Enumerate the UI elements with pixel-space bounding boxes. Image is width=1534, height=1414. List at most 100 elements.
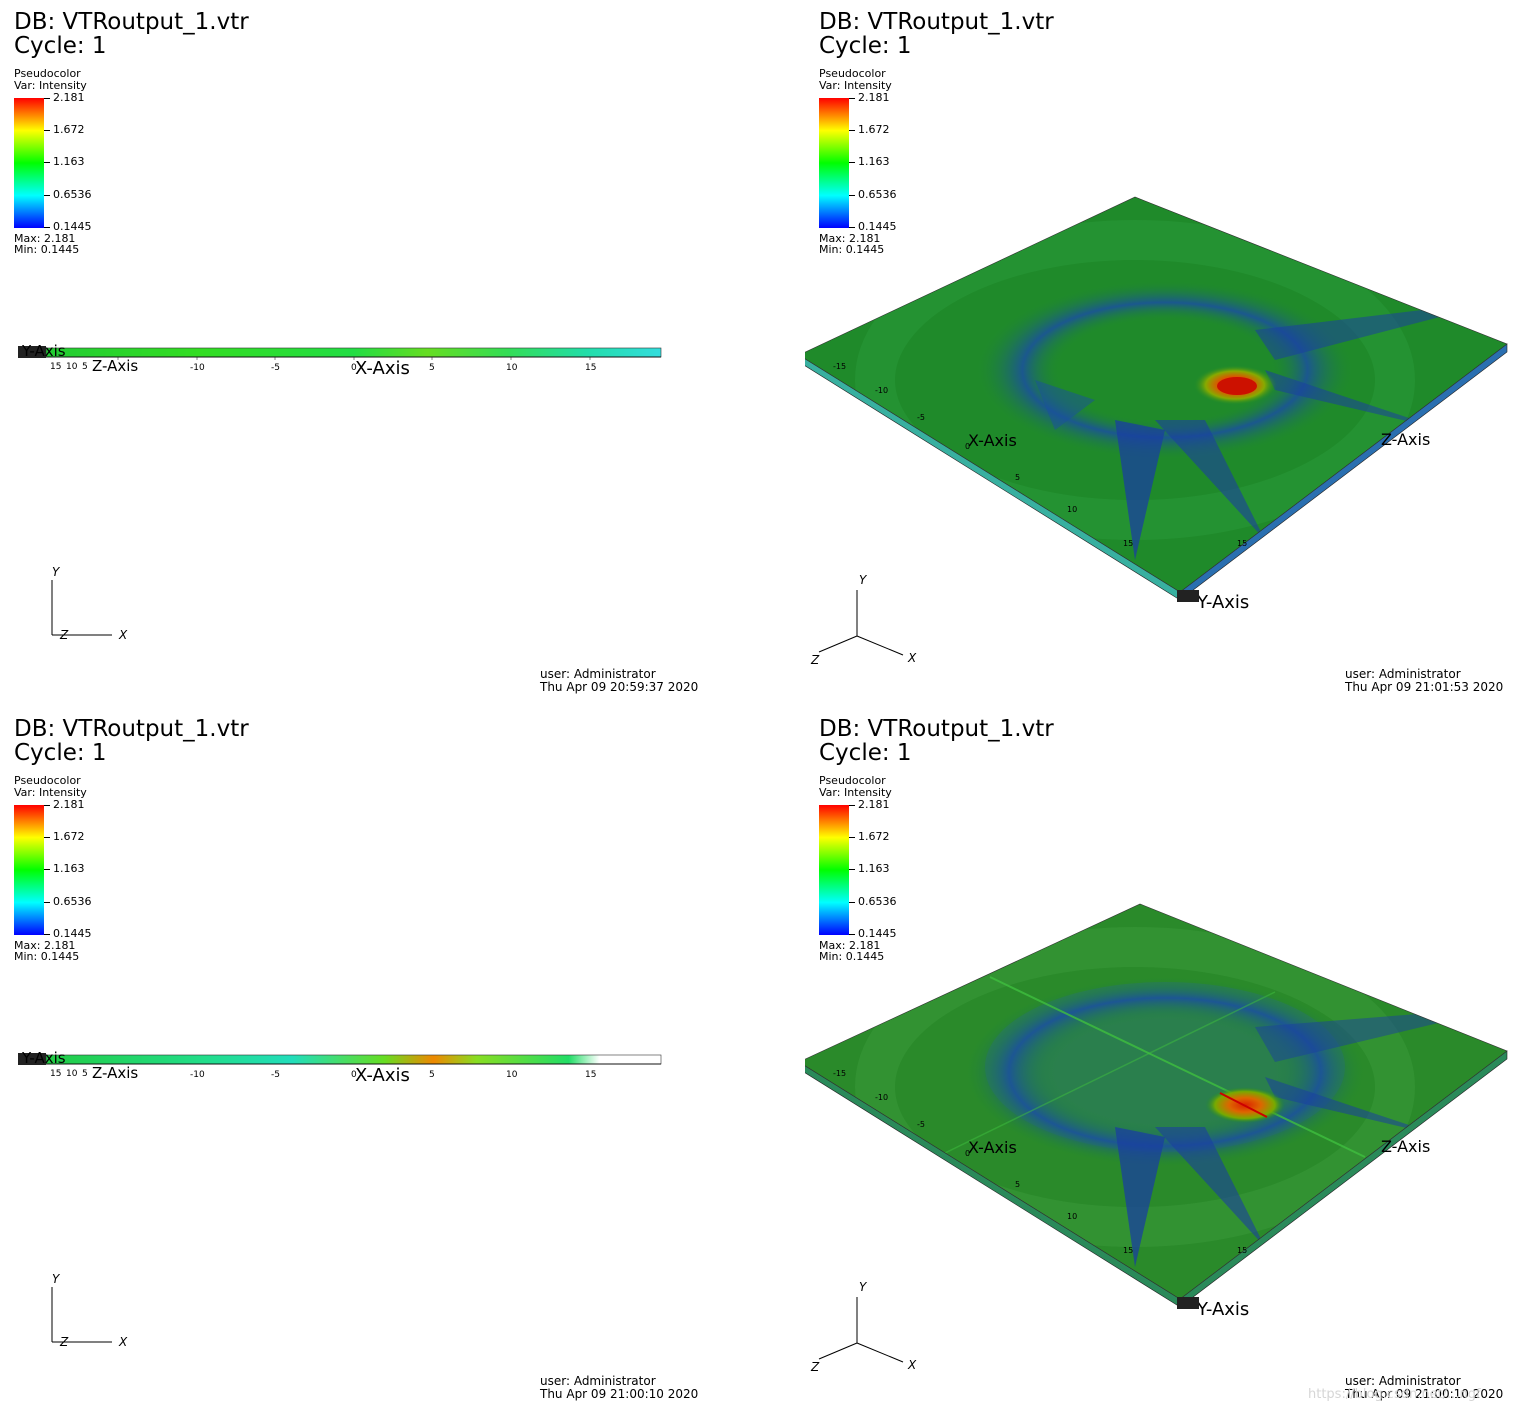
axis-tick-label: -5 [271, 363, 280, 373]
variable-label: Var: Intensity [14, 79, 87, 92]
triad-y-label: Y [859, 573, 868, 587]
cycle-label: Cycle: 1 [819, 740, 912, 766]
legend-tick-label: 0.6536 [53, 188, 92, 201]
axis-tick-label: -10 [875, 386, 888, 395]
timestamp: Thu Apr 09 21:01:53 2020 [1345, 680, 1504, 694]
axis-tick-label: 0 [965, 442, 970, 451]
render-side-view[interactable]: Y-Axis Z-Axis X-Axis 15 10 5 -10 -5 0 5 … [0, 0, 767, 707]
legend-tick-label: 1.163 [53, 862, 85, 875]
legend-max: Max: 2.181 [14, 232, 76, 245]
x-axis-title: X-Axis [355, 358, 410, 379]
field-pattern [855, 220, 1505, 560]
y-axis-title: Y-Axis [1196, 1299, 1249, 1320]
axis-tick-label: 15 [1237, 1246, 1247, 1255]
timestamp: Thu Apr 09 21:00:10 2020 [1345, 1387, 1504, 1401]
triad-x-label: X [907, 1358, 917, 1372]
data-slab [45, 1054, 662, 1065]
z-axis-title: Z-Axis [92, 1064, 138, 1082]
user-label: user: Administrator [1345, 1374, 1461, 1388]
render-3d-view[interactable]: X-Axis Z-Axis Y-Axis -15 -10 -5 0 5 10 1… [805, 707, 1534, 1414]
triad-z-label: Z [59, 628, 69, 642]
orientation-triad: Y X Z [810, 573, 917, 667]
legend-tick-label: 1.163 [53, 155, 85, 168]
x-axis-title: X-Axis [968, 431, 1017, 450]
legend-tick-label: 2.181 [53, 798, 85, 811]
z-axis-title: Z-Axis [1381, 1137, 1430, 1156]
legend-min: Min: 0.1445 [819, 243, 885, 256]
viz-window-1[interactable]: DB: VTRoutput_1.vtr Cycle: 1 Pseudocolor… [0, 0, 767, 707]
triad-y-label: Y [52, 565, 61, 579]
timestamp: Thu Apr 09 21:00:10 2020 [540, 1387, 699, 1401]
legend-tick [44, 130, 50, 131]
legend-tick [44, 805, 50, 806]
legend-min: Min: 0.1445 [14, 950, 80, 963]
variable-label: Var: Intensity [819, 79, 892, 92]
legend-tick-label: 1.672 [53, 830, 85, 843]
legend-tick-label: 0.1445 [858, 927, 897, 940]
legend-tick [44, 869, 50, 870]
axis-tick-label: 0 [965, 1149, 970, 1158]
triad-z-label: Z [810, 653, 820, 667]
legend-max: Max: 2.181 [819, 232, 881, 245]
axis-tick-label: 5 [429, 1070, 435, 1080]
y-axis-title: Y-Axis [21, 1049, 66, 1067]
axis-tick-label: -5 [271, 1070, 280, 1080]
axis-tick-label: 5 [429, 363, 435, 373]
z-axis-title: Z-Axis [1381, 430, 1430, 449]
legend-tick [849, 934, 855, 935]
legend-tick [44, 162, 50, 163]
triad-y-label: Y [52, 1272, 61, 1286]
cycle-label: Cycle: 1 [14, 740, 107, 766]
legend-tick [44, 98, 50, 99]
field-pattern [855, 927, 1505, 1267]
viz-window-2[interactable]: DB: VTRoutput_1.vtr Cycle: 1 Pseudocolor… [805, 0, 1534, 707]
axis-tick-label: 15 [50, 1069, 61, 1079]
axis-tick-label: 10 [66, 1069, 78, 1079]
triad-y-label: Y [859, 1280, 868, 1294]
user-label: user: Administrator [540, 1374, 656, 1388]
legend-tick [44, 837, 50, 838]
legend-tick-label: 1.672 [858, 830, 890, 843]
axis-tick-label: -5 [917, 1120, 925, 1129]
legend-min: Min: 0.1445 [819, 950, 885, 963]
legend-tick-label: 2.181 [858, 798, 890, 811]
plot-type-label: Pseudocolor [819, 67, 886, 80]
viz-window-4[interactable]: DB: VTRoutput_1.vtr Cycle: 1 Pseudocolor… [805, 707, 1534, 1414]
user-label: user: Administrator [540, 667, 656, 681]
cycle-label: Cycle: 1 [819, 33, 912, 59]
legend-tick-label: 2.181 [858, 91, 890, 104]
variable-label: Var: Intensity [819, 786, 892, 799]
legend-tick [849, 162, 855, 163]
axis-tick-label: -10 [190, 363, 205, 373]
axis-tick-label: -10 [875, 1093, 888, 1102]
db-title: DB: VTRoutput_1.vtr [819, 9, 1054, 35]
legend-tick-label: 1.163 [858, 155, 890, 168]
color-legend-bar [819, 805, 849, 935]
render-side-view[interactable]: Y-Axis Z-Axis X-Axis 15 10 5 -10 -5 0 5 … [0, 707, 767, 1414]
user-label: user: Administrator [1345, 667, 1461, 681]
legend-tick [44, 227, 50, 228]
legend-tick-label: 0.6536 [53, 895, 92, 908]
legend-tick [44, 902, 50, 903]
axis-tick-label: 5 [82, 362, 88, 372]
axis-tick-label: 5 [1015, 1180, 1020, 1189]
render-3d-view[interactable]: X-Axis Z-Axis Y-Axis -15 -10 -5 0 5 10 1… [805, 0, 1534, 707]
axis-tick-label: 15 [1123, 1246, 1133, 1255]
data-slab [45, 347, 662, 358]
viz-window-3[interactable]: DB: VTRoutput_1.vtr Cycle: 1 Pseudocolor… [0, 707, 767, 1414]
legend-tick [44, 195, 50, 196]
axis-tick-label: 15 [1237, 539, 1247, 548]
axis-tick-label: 10 [1067, 505, 1077, 514]
legend-tick-label: 0.6536 [858, 895, 897, 908]
axis-clutter [1177, 1297, 1199, 1309]
orientation-triad: Y Z X [51, 1272, 128, 1349]
plot-type-label: Pseudocolor [14, 67, 81, 80]
legend-tick [849, 837, 855, 838]
variable-label: Var: Intensity [14, 786, 87, 799]
axis-clutter [18, 1053, 46, 1065]
axis-tick-label: -10 [190, 1070, 205, 1080]
y-axis-title: Y-Axis [1196, 592, 1249, 613]
axis-tick-label: 10 [66, 362, 78, 372]
legend-max: Max: 2.181 [14, 939, 76, 952]
legend-tick [849, 869, 855, 870]
